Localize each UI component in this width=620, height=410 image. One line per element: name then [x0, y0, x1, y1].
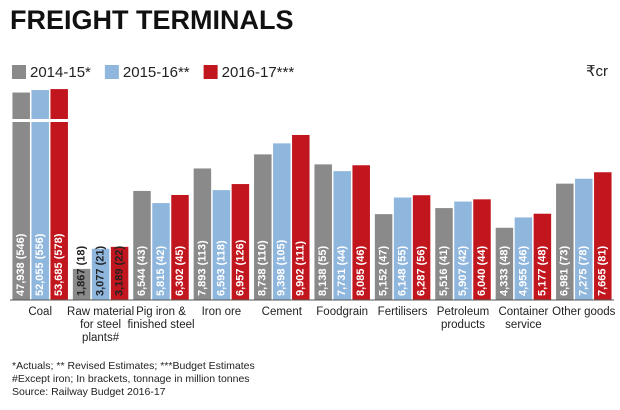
value-label: 53,685 (578) [53, 233, 65, 296]
value-label: 5,815 (42) [155, 246, 167, 296]
value-label: 5,516 (41) [438, 246, 450, 296]
x-tick-label: Other goods [552, 306, 616, 318]
bar [91, 248, 110, 300]
value-label: 47,938 (546) [15, 233, 27, 296]
value-label: 8,738 (110) [257, 240, 269, 296]
bar [254, 154, 272, 300]
bar [412, 195, 431, 300]
unit-label: ₹cr [586, 63, 608, 80]
bar [152, 203, 170, 300]
x-tick-label: Container service [498, 306, 549, 331]
value-label: 3,189 (22) [114, 246, 126, 296]
value-label: 6,148 (55) [397, 246, 409, 296]
legend-label: 2014-15* [30, 64, 91, 81]
bar [110, 246, 129, 300]
bar [231, 184, 250, 300]
x-tick-label: Cement [261, 306, 302, 318]
bar [575, 178, 593, 300]
x-tick-label: Iron ore [201, 306, 242, 318]
x-tick-label: Raw material for steel plants# [67, 306, 135, 344]
bar [352, 165, 370, 300]
footnote: *Actuals; ** Revised Estimates; ***Budge… [12, 360, 255, 372]
bar [12, 92, 30, 300]
bar [212, 190, 231, 300]
value-label: 7,665 (81) [597, 246, 609, 296]
bar [495, 227, 514, 300]
value-label: 5,177 (48) [536, 246, 548, 296]
bar [333, 171, 351, 300]
bar [273, 143, 291, 300]
footnote: Source: Railway Budget 2016-17 [12, 386, 166, 398]
value-label: 1,867 (18) [76, 246, 88, 296]
bar [133, 190, 151, 300]
value-label: 7,893 (113) [196, 240, 208, 296]
value-label: 3,077 (21) [95, 246, 107, 296]
bar [72, 268, 91, 300]
bar [556, 183, 574, 300]
value-label: 5,152 (47) [378, 246, 390, 296]
value-label: 6,593 (118) [215, 240, 227, 296]
legend-swatch [203, 65, 218, 79]
bar [435, 208, 453, 300]
x-tick-label: Fertilisers [377, 306, 428, 318]
bar [193, 168, 212, 300]
legend-label: 2015-16** [123, 64, 190, 81]
value-label: 6,040 (44) [476, 246, 488, 296]
value-label: 8,085 (46) [355, 246, 367, 296]
bar [594, 172, 612, 300]
value-label: 7,275 (78) [578, 246, 590, 296]
bar [454, 201, 472, 300]
bar [514, 217, 533, 300]
bar [31, 90, 49, 300]
value-label: 6,957 (126) [234, 239, 246, 296]
bar [393, 197, 412, 300]
value-label: 6,302 (45) [174, 246, 186, 296]
value-label: 5,907 (42) [457, 246, 469, 296]
axis-break [49, 119, 69, 122]
x-tick-label: Foodgrain [316, 306, 369, 318]
value-label: 6,544 (43) [136, 246, 148, 296]
x-tick-label: Pig iron & finished steel [127, 306, 195, 331]
legend-swatch [12, 65, 26, 79]
chart-title: FREIGHT TERMINALS [10, 5, 294, 35]
value-label: 6,981 (73) [559, 246, 571, 296]
value-label: 4,955 (46) [517, 246, 529, 296]
value-label: 6,287 (56) [416, 246, 428, 296]
value-label: 9,398 (105) [276, 239, 288, 296]
footnote: #Except iron; In brackets, tonnage in mi… [12, 373, 250, 385]
bar [171, 194, 189, 300]
bar [473, 199, 491, 300]
bar [314, 164, 332, 300]
bar [292, 134, 310, 300]
bar [50, 89, 68, 301]
bar [533, 213, 552, 300]
value-label: 4,333 (48) [498, 246, 510, 296]
value-label: 8,138 (55) [317, 246, 329, 296]
bar [374, 214, 393, 300]
x-tick-label: Petroleum products [436, 306, 490, 331]
axis-break [11, 119, 31, 122]
x-tick-label: Coal [28, 306, 53, 318]
value-label: 52,055 (556) [34, 233, 46, 296]
legend-swatch [104, 65, 119, 79]
axis-break [30, 119, 50, 122]
value-label: 9,902 (111) [295, 241, 307, 296]
value-label: 7,731 (44) [336, 246, 348, 296]
legend-label: 2016-17*** [222, 64, 295, 81]
